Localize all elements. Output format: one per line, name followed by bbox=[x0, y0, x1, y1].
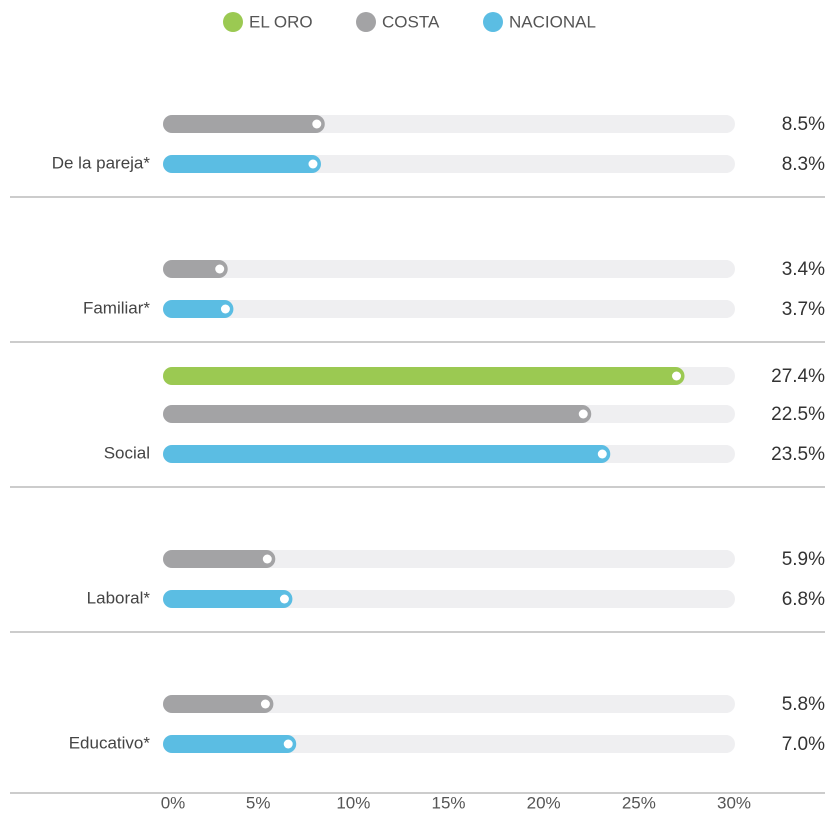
category-label: De la pareja* bbox=[52, 153, 151, 172]
bar-track bbox=[163, 590, 735, 608]
bar bbox=[163, 260, 228, 278]
bar-end-dot bbox=[220, 304, 230, 314]
bar-end-dot bbox=[260, 699, 270, 709]
bar bbox=[163, 300, 234, 318]
value-label: 27.4% bbox=[771, 366, 825, 387]
legend-label: COSTA bbox=[382, 12, 440, 31]
value-label: 5.9% bbox=[782, 549, 825, 570]
bar-end-dot bbox=[262, 554, 272, 564]
bar-track bbox=[163, 735, 735, 753]
value-label: 7.0% bbox=[782, 734, 825, 755]
legend-swatch bbox=[483, 12, 503, 32]
value-label: 22.5% bbox=[771, 404, 825, 425]
bar bbox=[163, 590, 293, 608]
bar-end-dot bbox=[578, 409, 588, 419]
bar-track bbox=[163, 300, 735, 318]
value-label: 5.8% bbox=[782, 694, 825, 715]
legend-label: EL ORO bbox=[249, 12, 313, 31]
value-label: 8.3% bbox=[782, 154, 825, 175]
x-tick-label: 20% bbox=[527, 793, 561, 812]
bar-end-dot bbox=[597, 449, 607, 459]
bar-end-dot bbox=[215, 264, 225, 274]
bar-end-dot bbox=[312, 119, 322, 129]
x-tick-label: 30% bbox=[717, 793, 751, 812]
bar bbox=[163, 735, 297, 753]
x-tick-label: 5% bbox=[246, 793, 271, 812]
x-tick-label: 25% bbox=[622, 793, 656, 812]
bar bbox=[163, 115, 325, 133]
bar-track bbox=[163, 550, 735, 568]
value-label: 8.5% bbox=[782, 114, 825, 135]
bar bbox=[163, 405, 592, 423]
category-label: Laboral* bbox=[87, 588, 151, 607]
bar-end-dot bbox=[672, 371, 682, 381]
value-label: 3.7% bbox=[782, 299, 825, 320]
bar-end-dot bbox=[308, 159, 318, 169]
value-label: 23.5% bbox=[771, 444, 825, 465]
bar bbox=[163, 367, 685, 385]
bar-track bbox=[163, 260, 735, 278]
bar bbox=[163, 695, 274, 713]
category-label: Familiar* bbox=[83, 298, 150, 317]
bar-end-dot bbox=[283, 739, 293, 749]
bar bbox=[163, 550, 276, 568]
bar-track bbox=[163, 695, 735, 713]
legend-label: NACIONAL bbox=[509, 12, 596, 31]
category-label: Educativo* bbox=[69, 733, 151, 752]
value-label: 3.4% bbox=[782, 259, 825, 280]
bar bbox=[163, 445, 611, 463]
legend-swatch bbox=[223, 12, 243, 32]
x-tick-label: 10% bbox=[336, 793, 370, 812]
bar-end-dot bbox=[279, 594, 289, 604]
value-label: 6.8% bbox=[782, 589, 825, 610]
legend-swatch bbox=[356, 12, 376, 32]
bar bbox=[163, 155, 321, 173]
x-tick-label: 0% bbox=[161, 793, 186, 812]
category-label: Social bbox=[104, 443, 150, 462]
x-tick-label: 15% bbox=[431, 793, 465, 812]
